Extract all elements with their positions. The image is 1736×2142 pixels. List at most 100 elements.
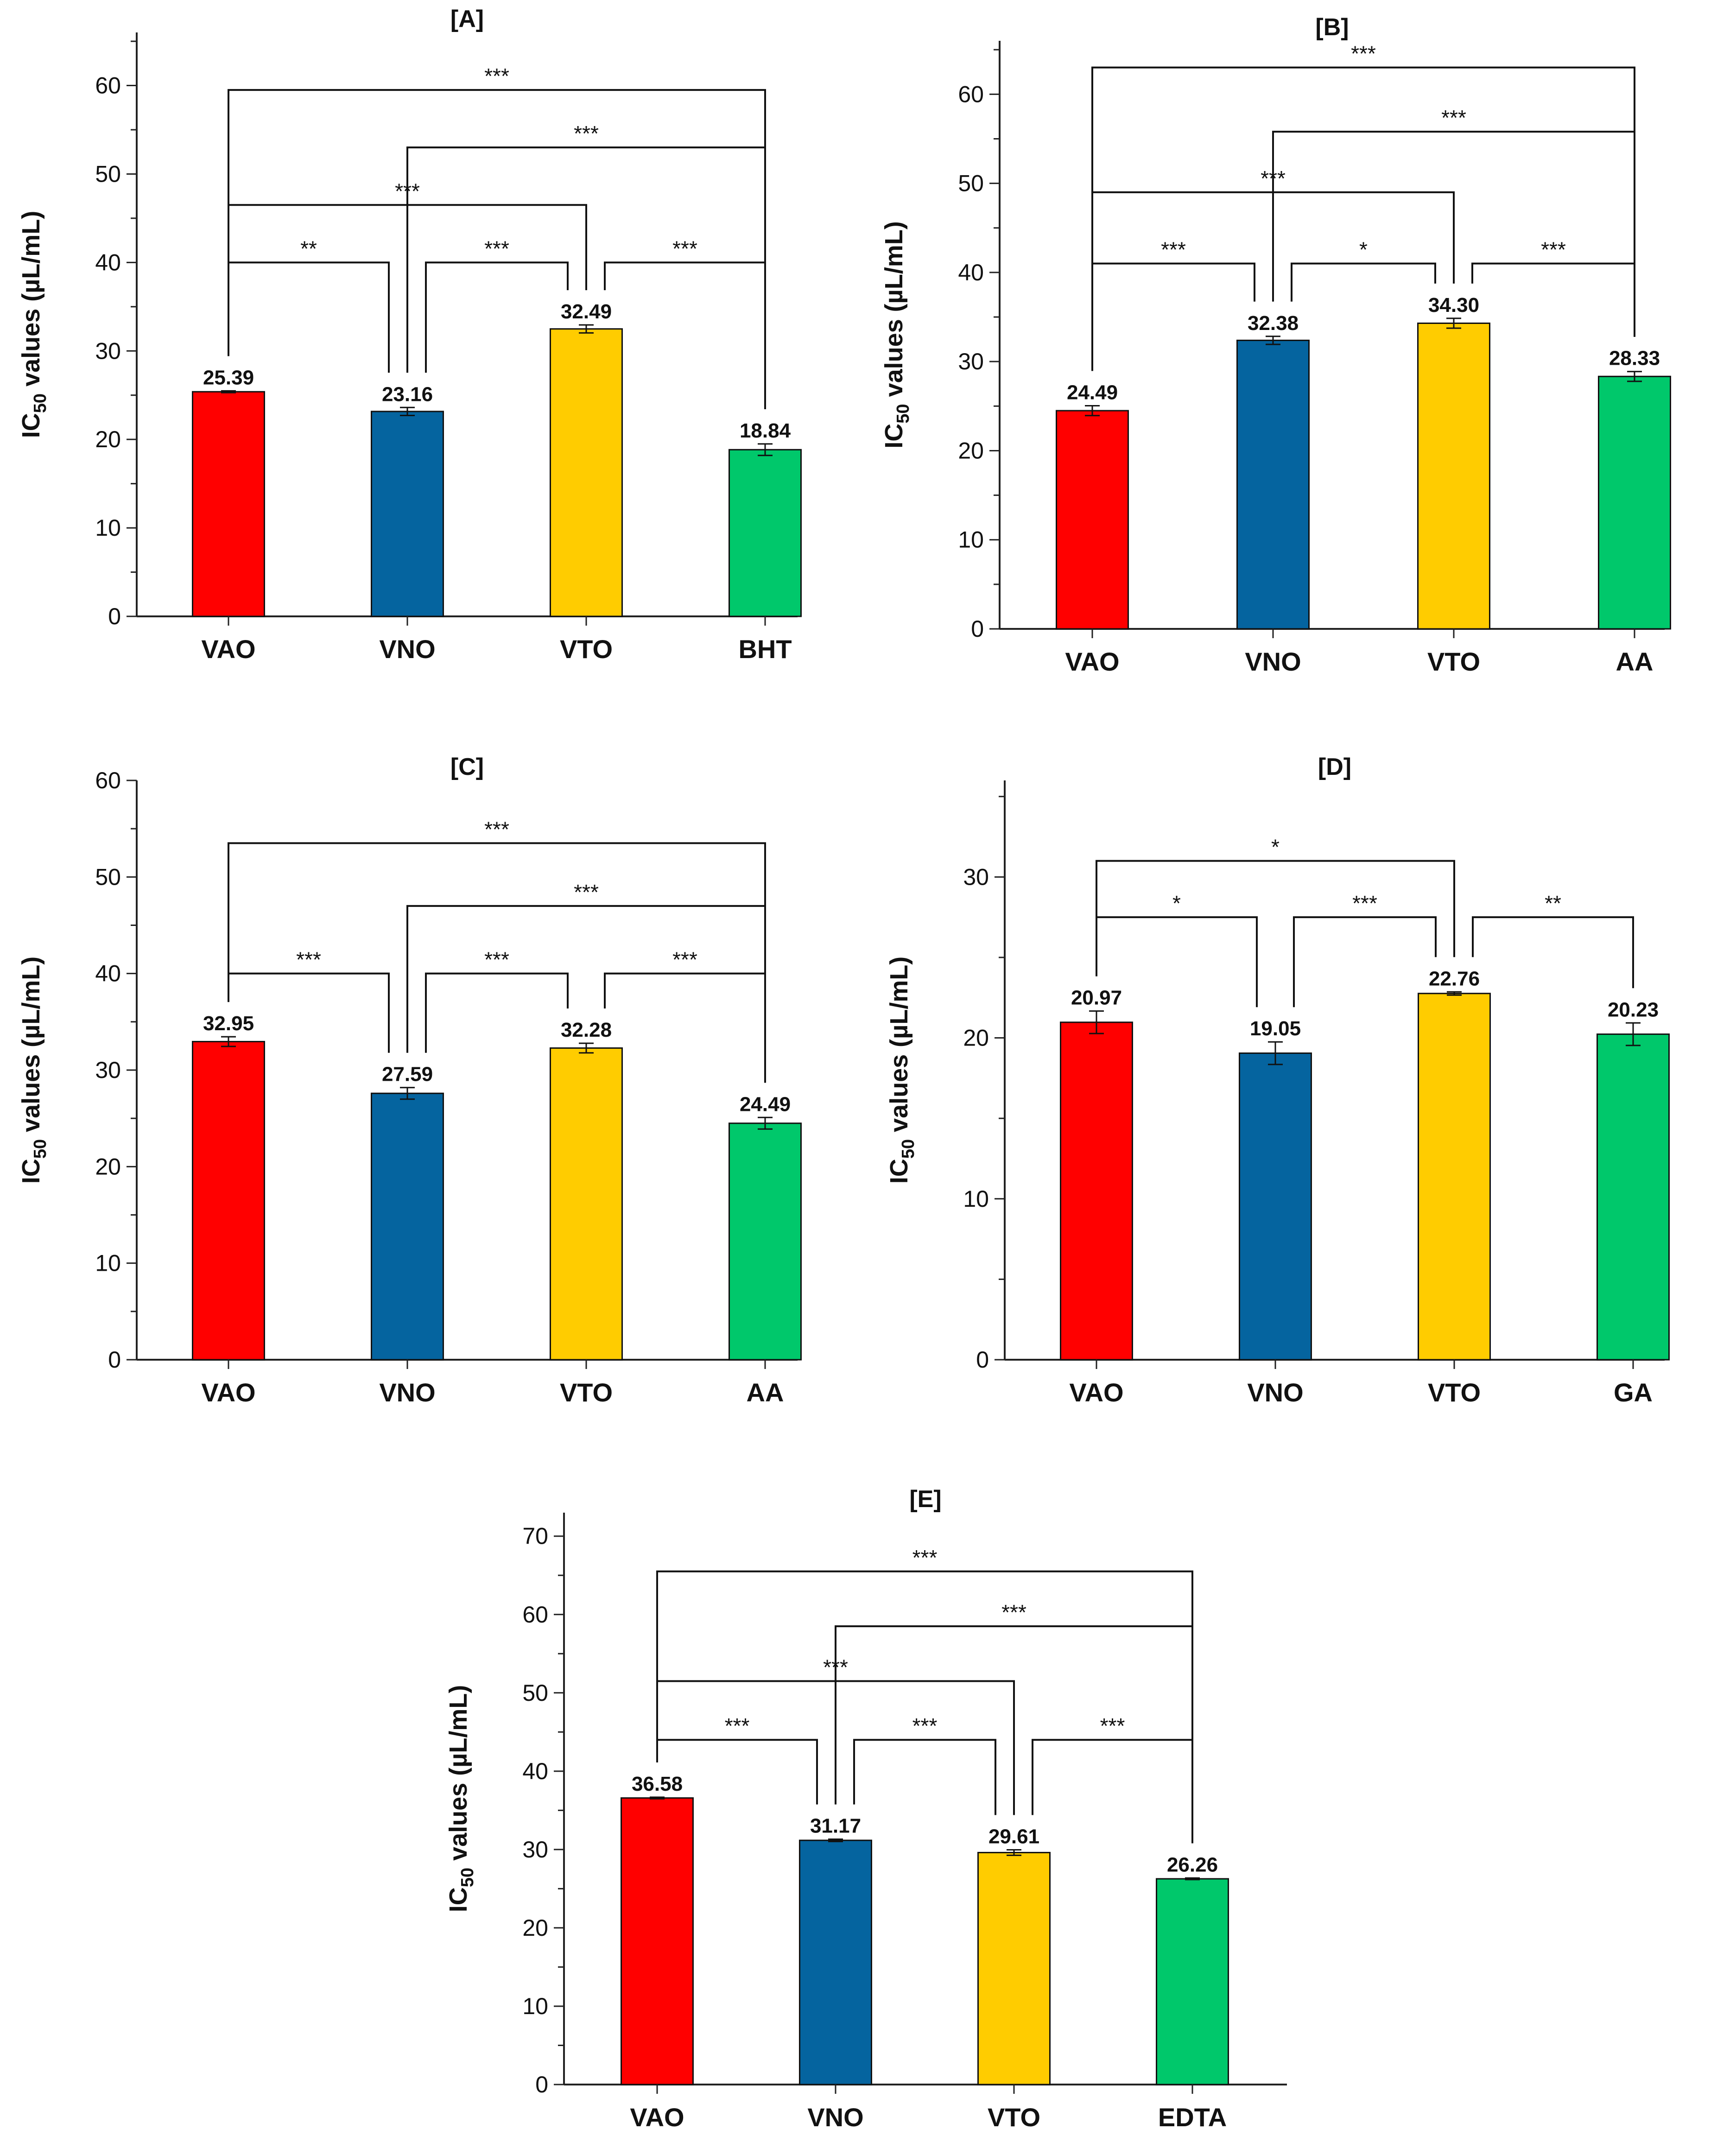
significance-label: *** [1351,42,1376,66]
y-tick-label: 30 [963,864,989,890]
y-axis-label-subscript: 50 [31,1139,50,1159]
y-tick-label: 40 [95,961,121,987]
significance-bracket [1096,860,1455,976]
data-label: 19.05 [1250,1017,1301,1040]
y-tick-label: 40 [522,1758,548,1784]
bar-vao [621,1797,694,2085]
bar-ga [1597,1033,1670,1361]
y-axis-label-suffix: values (µL/mL) [444,1685,472,1868]
y-tick-label: 50 [95,864,121,890]
y-tick-label: 60 [95,73,121,99]
significance-label: *** [296,948,321,972]
significance-bracket [853,1739,996,1815]
x-tick-label: VNO [379,634,435,664]
y-axis-label-prefix: IC [880,424,908,449]
y-tick-label: 50 [522,1680,548,1706]
significance-bracket [656,1570,1193,1844]
significance-label: *** [484,817,509,841]
x-tick-label: VNO [807,2103,863,2132]
significance-label: * [1359,238,1368,262]
bar-vno [1236,339,1310,630]
y-tick-label: 30 [95,1057,121,1083]
y-axis-label: IC50 values (µL/mL) [17,957,50,1184]
y-axis-label-subscript: 50 [31,393,50,413]
data-label: 20.97 [1071,987,1122,1009]
chart-title: [E] [909,1486,941,1513]
y-axis-label: IC50 values (µL/mL) [885,957,918,1184]
significance-label: * [1271,835,1280,859]
x-tick-label: VTO [988,2103,1040,2132]
significance-label: ** [1545,891,1561,915]
data-label: 27.59 [382,1063,433,1086]
chart-title: [B] [1315,14,1349,41]
y-tick-label: 40 [958,260,984,285]
significance-bracket [228,842,766,1083]
bar-bht [729,449,802,617]
significance-label: *** [1100,1714,1125,1738]
bar-vto [550,1047,623,1361]
y-tick-label: 0 [976,1347,989,1373]
y-axis-label-subscript: 50 [893,404,913,423]
y-axis-label-subscript: 50 [458,1868,477,1887]
significance-label: *** [912,1546,938,1570]
significance-bracket [425,261,569,373]
significance-bracket [228,261,390,373]
y-axis-label-prefix: IC [885,1159,913,1184]
significance-label: *** [1161,238,1186,262]
y-axis-label-suffix: values (µL/mL) [880,221,908,404]
significance-bracket [604,972,766,1083]
significance-label: *** [484,236,509,260]
bar-vto [550,328,623,617]
y-tick-label: 40 [95,249,121,275]
bar-vto [977,1851,1051,2085]
significance-bracket [1032,1739,1193,1844]
significance-label: *** [484,64,509,88]
bar-edta [1156,1878,1229,2085]
y-tick-label: 10 [95,515,121,541]
bar-vno [799,1839,872,2085]
significance-label: * [1172,891,1181,915]
x-tick-label: VAO [201,634,255,664]
y-tick-label: 70 [522,1523,548,1549]
significance-label: *** [672,948,697,972]
y-axis-label-suffix: values (µL/mL) [17,211,45,393]
data-label: 29.61 [988,1825,1039,1848]
significance-bracket [1091,66,1635,371]
x-tick-label: EDTA [1158,2103,1227,2132]
significance-label: *** [1001,1600,1026,1624]
x-tick-label: VNO [1247,1378,1303,1407]
significance-bracket [1291,262,1436,302]
significance-label: *** [725,1714,750,1738]
significance-bracket [228,89,766,409]
y-tick-label: 0 [535,2072,548,2098]
chart-title: [D] [1318,754,1351,780]
data-label: 31.17 [810,1815,861,1838]
significance-label: *** [1541,238,1566,262]
bar-vno [1239,1052,1312,1361]
chart-panel-d: [D] 0 10 20 30 IC50 values (µL/mL) VAO 20.97 VNO… [885,754,1670,1407]
significance-label: *** [484,948,509,972]
y-tick-label: 30 [958,349,984,374]
y-tick-label: 20 [958,437,984,463]
y-tick-label: 50 [958,171,984,196]
x-tick-label: BHT [738,634,792,664]
significance-label: *** [1352,891,1377,915]
bar-vno [371,411,444,617]
y-tick-label: 10 [958,527,984,553]
data-label: 32.49 [561,300,612,323]
data-label: 28.33 [1609,347,1660,370]
y-tick-label: 10 [963,1186,989,1212]
y-tick-label: 60 [522,1602,548,1628]
x-tick-label: AA [747,1378,784,1407]
y-tick-label: 20 [95,1153,121,1179]
significance-label: ** [300,236,317,260]
data-label: 32.38 [1248,312,1299,335]
y-tick-label: 30 [95,338,121,364]
bar-vao [1056,410,1129,630]
data-label: 24.49 [1067,381,1118,404]
y-axis-label-suffix: values (µL/mL) [885,957,913,1139]
x-tick-label: VTO [560,634,613,664]
bar-vto [1417,323,1490,630]
